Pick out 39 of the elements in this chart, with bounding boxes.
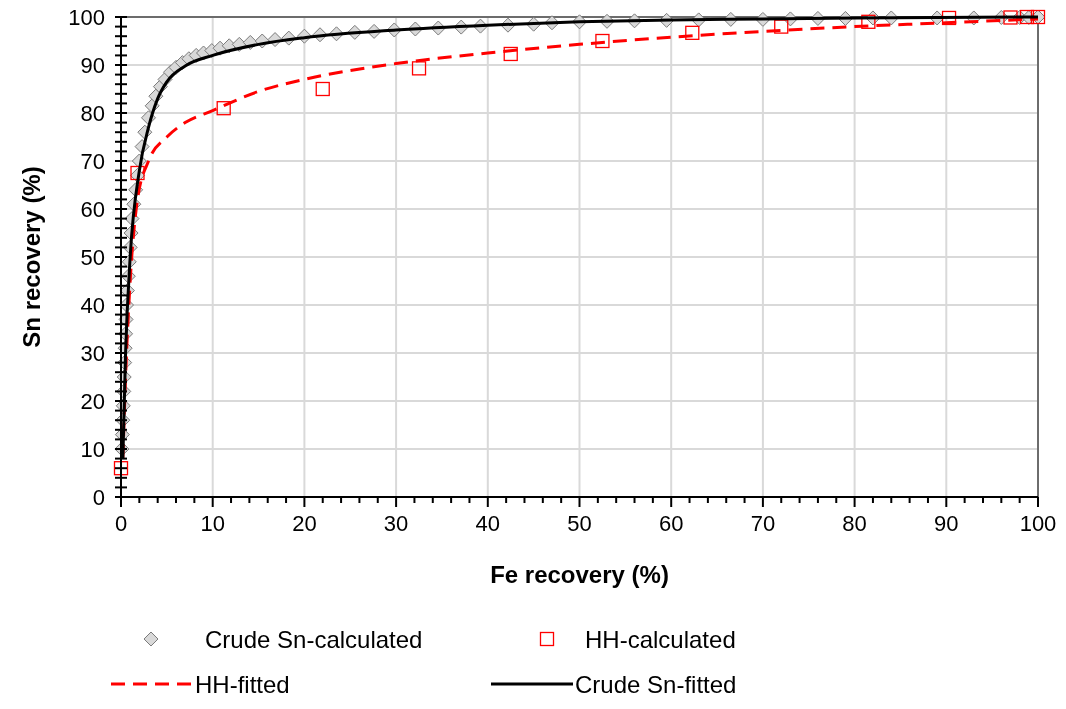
point bbox=[774, 19, 789, 34]
point bbox=[595, 33, 610, 49]
y-tick-label: 20 bbox=[80, 389, 105, 414]
y-tick-label: 30 bbox=[80, 341, 105, 366]
point bbox=[315, 81, 330, 97]
x-tick-label: 50 bbox=[567, 511, 592, 536]
x-tick-label: 90 bbox=[934, 511, 959, 536]
point bbox=[113, 461, 129, 476]
x-axis-title: Fe recovery (%) bbox=[490, 561, 669, 588]
point bbox=[861, 14, 876, 29]
point bbox=[685, 25, 700, 40]
legend-label: HH-calculated bbox=[585, 626, 736, 653]
y-tick-label: 50 bbox=[80, 245, 105, 270]
x-tick-label: 60 bbox=[658, 511, 684, 536]
point bbox=[411, 61, 427, 76]
y-tick-label: 0 bbox=[92, 485, 105, 510]
point bbox=[1003, 10, 1018, 25]
y-tick-label: 40 bbox=[80, 293, 105, 318]
legend-label: HH-fitted bbox=[195, 671, 290, 698]
y-tick-label: 90 bbox=[80, 53, 105, 78]
x-tick-label: 70 bbox=[750, 511, 776, 536]
x-tick-label: 0 bbox=[114, 511, 128, 536]
x-tick-label: 10 bbox=[200, 511, 225, 536]
y-tick-label: 80 bbox=[80, 101, 105, 126]
x-tick-label: 30 bbox=[383, 511, 409, 536]
y-axis-title: Sn recovery (%) bbox=[18, 166, 45, 348]
y-tick-label: 100 bbox=[68, 5, 105, 30]
y-tick-label: 70 bbox=[80, 149, 105, 174]
y-tick-label: 10 bbox=[80, 437, 105, 462]
legend-label: Crude Sn-fitted bbox=[575, 671, 737, 698]
x-tick-label: 80 bbox=[842, 511, 867, 536]
y-tick-label: 60 bbox=[80, 197, 105, 222]
x-tick-label: 100 bbox=[1019, 511, 1057, 536]
point bbox=[216, 101, 231, 116]
point bbox=[503, 46, 518, 62]
legend-label: Crude Sn-calculated bbox=[205, 626, 423, 653]
point bbox=[941, 10, 957, 26]
x-tick-label: 40 bbox=[475, 511, 501, 536]
x-tick-label: 20 bbox=[292, 511, 317, 536]
